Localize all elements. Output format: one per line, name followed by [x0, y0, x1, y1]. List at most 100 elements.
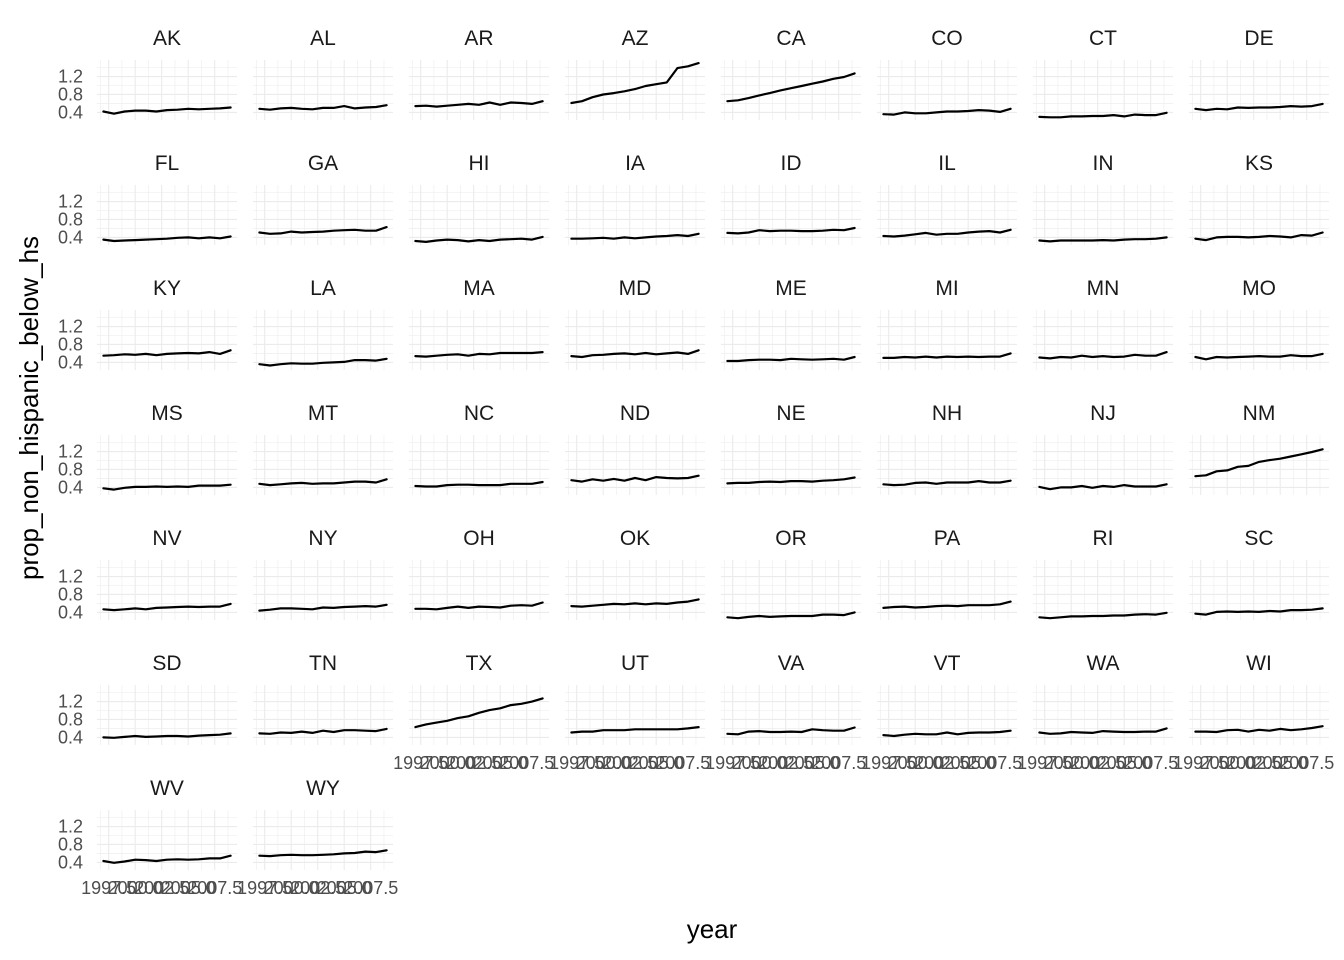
- facet-label: MT: [308, 402, 338, 425]
- facet-panel-mn: MN: [1033, 277, 1173, 370]
- x-tick-label: 2000.0: [1200, 753, 1255, 773]
- x-tick-label: 2007.5: [811, 753, 866, 773]
- facet-panel-ny: NY: [253, 527, 393, 620]
- facet-panel-me: ME: [721, 277, 861, 370]
- facet-panel-mt: MT: [253, 402, 393, 495]
- x-tick-label: 2002.5: [914, 753, 969, 773]
- series-line-ky: [102, 349, 232, 357]
- y-tick-label: 0.4: [58, 227, 83, 247]
- series-line-ny: [258, 603, 388, 612]
- series-line-az: [570, 62, 700, 105]
- series-line-vt: [882, 729, 1012, 738]
- x-tick-label: 2000.0: [1044, 753, 1099, 773]
- series-line-in: [1038, 236, 1168, 243]
- facet-label: SC: [1244, 527, 1273, 550]
- facet-label: GA: [308, 152, 338, 175]
- x-tick-label: 2005.0: [1097, 753, 1152, 773]
- series-line-me: [726, 355, 856, 363]
- series-line-wi: [1194, 725, 1324, 734]
- facet-panel-ms: MS 0.40.81.2: [58, 402, 237, 497]
- facet-label: SD: [152, 652, 181, 675]
- series-line-ct: [1038, 111, 1168, 119]
- facet-panel-ky: KY 0.40.81.2: [58, 277, 237, 372]
- facet-label: WA: [1086, 652, 1119, 675]
- y-tick-label: 1.2: [58, 817, 83, 837]
- series-line-wv: [102, 854, 232, 864]
- facet-label: WV: [150, 777, 184, 800]
- series-line-ga: [258, 226, 388, 235]
- facet-panel-in: IN: [1033, 152, 1173, 245]
- series-line-mn: [1038, 351, 1168, 360]
- series-line-de: [1194, 102, 1324, 112]
- facet-label: OH: [463, 527, 495, 550]
- x-tick-label: 2007.5: [655, 753, 710, 773]
- x-tick-label: 1997.5: [861, 753, 916, 773]
- facet-label: OK: [620, 527, 650, 550]
- facet-label: TN: [309, 652, 337, 675]
- y-tick-label: 0.8: [58, 84, 83, 104]
- x-tick-label: 2002.5: [290, 878, 345, 898]
- facet-label: KS: [1245, 152, 1273, 175]
- facet-label: LA: [310, 277, 336, 300]
- x-tick-label: 1997.5: [705, 753, 760, 773]
- facet-panel-mi: MI: [877, 277, 1017, 370]
- facet-panel-al: AL: [253, 27, 393, 120]
- y-tick-label: 0.8: [58, 834, 83, 854]
- facet-label: VT: [934, 652, 961, 675]
- facet-panel-hi: HI: [409, 152, 549, 245]
- facet-label: TX: [466, 652, 493, 675]
- series-line-ms: [102, 483, 232, 491]
- facet-label: MS: [151, 402, 183, 425]
- series-line-tn: [258, 727, 388, 735]
- x-tick-label: 2002.5: [1226, 753, 1281, 773]
- y-tick-label: 0.4: [58, 727, 83, 747]
- series-line-ma: [414, 351, 544, 358]
- facet-label: NE: [776, 402, 805, 425]
- series-line-nh: [882, 479, 1012, 487]
- series-line-id: [726, 226, 856, 235]
- facet-panel-co: CO: [877, 27, 1017, 120]
- series-line-nv: [102, 602, 232, 612]
- series-line-hi: [414, 235, 544, 243]
- facet-panel-pa: PA: [877, 527, 1017, 620]
- facet-panel-sd: SD 0.40.81.2: [58, 652, 237, 747]
- y-tick-label: 0.8: [58, 459, 83, 479]
- y-tick-label: 0.8: [58, 709, 83, 729]
- x-tick-label: 2005.0: [317, 878, 372, 898]
- facet-panel-wv: WV 0.40.81.2 1997.52000.02002.52005.02007.…: [58, 777, 242, 898]
- x-tick-label: 2007.5: [1279, 753, 1334, 773]
- x-tick-label: 2007.5: [499, 753, 554, 773]
- y-tick-label: 1.2: [58, 67, 83, 87]
- series-line-nc: [414, 480, 544, 488]
- x-tick-label: 2005.0: [941, 753, 996, 773]
- x-tick-label: 2000.0: [108, 878, 163, 898]
- facet-panel-ga: GA: [253, 152, 393, 245]
- series-line-ne: [726, 476, 856, 485]
- series-line-co: [882, 107, 1012, 116]
- x-tick-label: 2005.0: [473, 753, 528, 773]
- series-line-pa: [882, 600, 1012, 609]
- y-tick-label: 1.2: [58, 442, 83, 462]
- series-line-md: [570, 349, 700, 359]
- facet-panel-ma: MA: [409, 277, 549, 370]
- series-line-al: [258, 104, 388, 111]
- facet-label: RI: [1093, 527, 1114, 550]
- series-line-wa: [1038, 727, 1168, 735]
- facet-label: IL: [938, 152, 956, 175]
- facet-panel-ct: CT: [1033, 27, 1173, 120]
- series-line-la: [258, 357, 388, 367]
- facet-label: ND: [620, 402, 650, 425]
- x-tick-label: 1997.5: [393, 753, 448, 773]
- series-line-or: [726, 611, 856, 620]
- facet-panel-nm: NM: [1189, 402, 1329, 495]
- facet-label: HI: [469, 152, 490, 175]
- facet-label: MN: [1087, 277, 1120, 300]
- x-tick-label: 2007.5: [343, 878, 398, 898]
- y-tick-label: 0.4: [58, 602, 83, 622]
- facet-label: NV: [152, 527, 181, 550]
- y-tick-label: 0.8: [58, 209, 83, 229]
- series-line-sd: [102, 732, 232, 739]
- x-tick-label: 1997.5: [549, 753, 604, 773]
